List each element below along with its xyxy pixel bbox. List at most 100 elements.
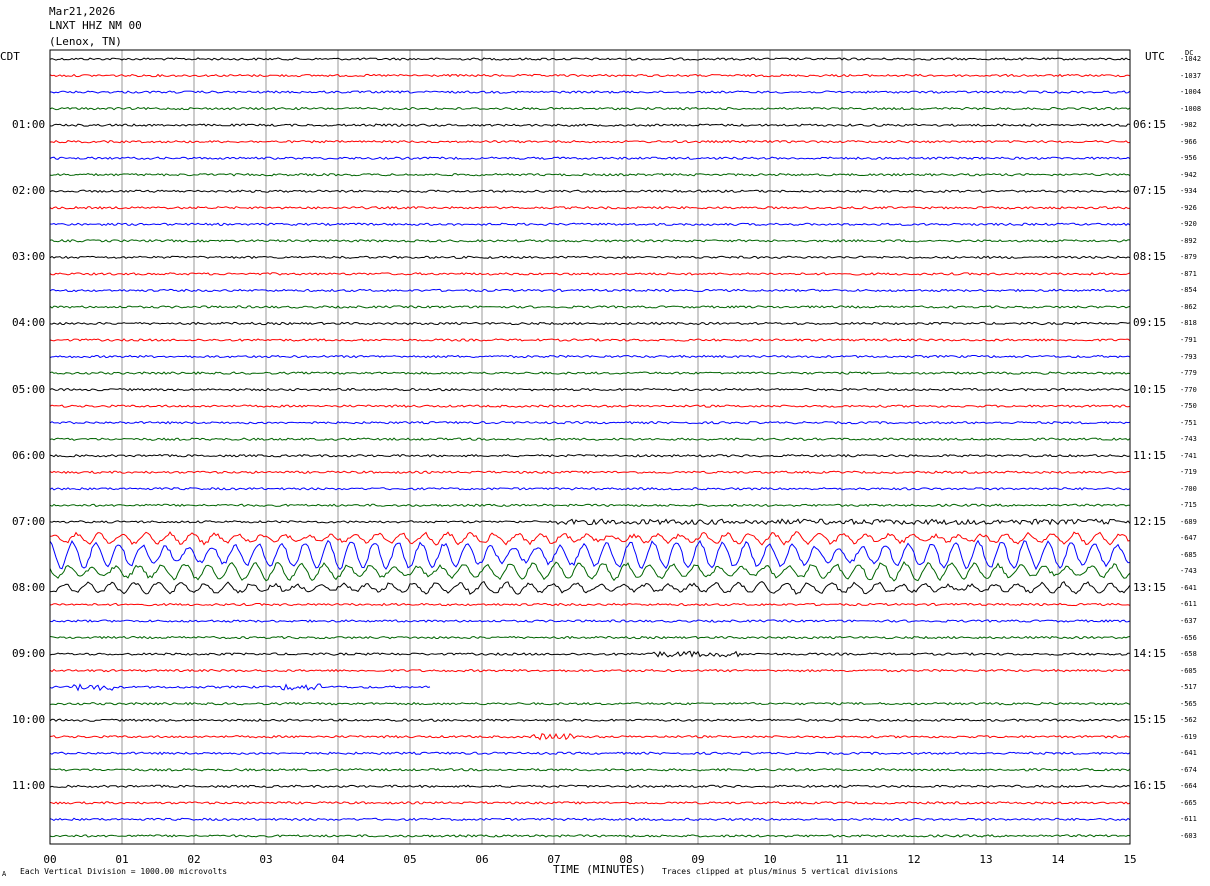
trace-line xyxy=(49,255,1131,260)
right-hour-label: 10:15 xyxy=(1133,382,1167,396)
seismic-traces xyxy=(49,57,1131,838)
trace-line xyxy=(49,73,1131,78)
dc-offset-label: -619 xyxy=(1180,732,1197,741)
x-tick-label: 09 xyxy=(691,853,705,866)
dc-offset-label: -641 xyxy=(1180,583,1197,592)
dc-offset-label: -685 xyxy=(1180,550,1197,559)
left-hour-label: 02:00 xyxy=(12,184,46,198)
trace-line xyxy=(49,751,1131,756)
trace-line xyxy=(49,90,1131,94)
dc-offset-label: -1042 xyxy=(1180,55,1202,63)
trace-line xyxy=(49,156,1131,160)
dc-offset-label: -611 xyxy=(1180,815,1197,824)
trace-line xyxy=(49,172,1131,177)
x-tick-label: 02 xyxy=(187,853,201,866)
trace-line xyxy=(49,437,1131,441)
trace-line xyxy=(49,321,1131,326)
dc-offset-label: -743 xyxy=(1180,567,1197,576)
scale-note: Each Vertical Division = 1000.00 microvo… xyxy=(20,867,228,876)
trace-line xyxy=(49,288,1131,293)
x-tick-label: 06 xyxy=(475,853,489,866)
trace-line xyxy=(49,503,1131,508)
trace-line xyxy=(49,272,1131,276)
dc-offset-label: -664 xyxy=(1180,782,1197,791)
right-timezone-label: UTC xyxy=(1145,50,1165,63)
right-hour-label: 06:15 xyxy=(1133,118,1167,132)
dc-offset-label: -779 xyxy=(1180,369,1197,378)
right-hour-label: 12:15 xyxy=(1133,514,1167,528)
trace-line xyxy=(49,239,1131,243)
dc-offset-label: -743 xyxy=(1180,435,1197,444)
left-timezone-label: CDT xyxy=(0,50,20,63)
dc-offset-label: -892 xyxy=(1180,236,1197,245)
right-hour-label: 13:15 xyxy=(1133,580,1167,594)
dc-offset-label: -793 xyxy=(1180,352,1197,361)
right-hour-label: 08:15 xyxy=(1133,250,1167,264)
dc-offset-label: -603 xyxy=(1180,831,1197,840)
dc-offset-label: -719 xyxy=(1180,468,1197,477)
x-tick-label: 14 xyxy=(1051,853,1065,866)
trace-line xyxy=(49,619,1131,623)
left-hour-label: 05:00 xyxy=(12,382,46,396)
trace-line xyxy=(49,123,1131,127)
trace-line xyxy=(49,139,1131,144)
plot-frame xyxy=(49,49,1131,845)
station-code: LNXT HHZ NM 00 xyxy=(49,19,142,32)
left-hour-label: 06:00 xyxy=(12,448,46,462)
trace-line xyxy=(49,701,1131,706)
dc-offset-label: -862 xyxy=(1180,302,1197,311)
dc-offset-label: -715 xyxy=(1180,501,1197,510)
corner-mark: A xyxy=(2,870,7,878)
dc-offset-label: -791 xyxy=(1180,336,1197,344)
trace-line xyxy=(49,834,1131,838)
dc-offset-label: -956 xyxy=(1180,154,1197,163)
trace-line xyxy=(49,106,1131,111)
x-tick-label: 04 xyxy=(331,853,345,866)
station-location: (Lenox, TN) xyxy=(49,35,122,48)
dc-offset-label: -1008 xyxy=(1180,104,1202,113)
trace-line xyxy=(49,580,1131,595)
trace-line xyxy=(49,371,1131,375)
left-hour-label: 01:00 xyxy=(12,118,46,132)
x-tick-label: 10 xyxy=(763,853,777,866)
record-date: Mar21,2026 xyxy=(49,5,116,18)
trace-line xyxy=(49,817,1131,822)
dc-offset-label: -700 xyxy=(1180,484,1197,493)
right-hour-label: 07:15 xyxy=(1133,184,1167,198)
dc-offset-label: -871 xyxy=(1180,269,1197,278)
dc-offset-label: -647 xyxy=(1180,534,1197,543)
trace-line xyxy=(49,518,1131,526)
dc-offset-label: -770 xyxy=(1180,385,1197,394)
dc-offset-label: -1037 xyxy=(1180,71,1202,80)
trace-line xyxy=(49,470,1131,474)
dc-offset-label: -665 xyxy=(1180,798,1197,807)
trace-line xyxy=(49,387,1131,392)
left-hour-label: 03:00 xyxy=(12,250,46,264)
dc-offset-label: -605 xyxy=(1180,666,1197,675)
clip-note: Traces clipped at plus/minus 5 vertical … xyxy=(662,867,899,876)
x-tick-label: 11 xyxy=(835,853,849,866)
dc-offset-label: -656 xyxy=(1180,633,1197,642)
trace-line xyxy=(49,768,1131,772)
dc-offset-label: -966 xyxy=(1180,137,1197,146)
dc-offset-label: -689 xyxy=(1180,517,1197,526)
trace-line xyxy=(49,561,1131,582)
dc-offset-label: -982 xyxy=(1180,121,1197,130)
trace-line xyxy=(49,404,1131,408)
left-hour-label: 10:00 xyxy=(12,713,46,727)
x-tick-label: 05 xyxy=(403,853,417,866)
trace-line xyxy=(49,539,1130,571)
x-tick-label: 13 xyxy=(979,853,993,866)
dc-offset-header: DC xyxy=(1185,49,1194,57)
dc-offset-label: -750 xyxy=(1180,402,1197,411)
trace-line xyxy=(49,205,1131,210)
x-tick-label: 03 xyxy=(259,853,273,866)
left-hour-label: 08:00 xyxy=(12,580,46,594)
x-tick-label: 08 xyxy=(619,853,633,866)
right-hour-label: 14:15 xyxy=(1133,647,1167,661)
dc-offset-label: -611 xyxy=(1180,600,1197,609)
trace-line xyxy=(49,718,1131,722)
trace-line xyxy=(49,531,1131,546)
right-hour-label: 11:15 xyxy=(1133,448,1167,462)
